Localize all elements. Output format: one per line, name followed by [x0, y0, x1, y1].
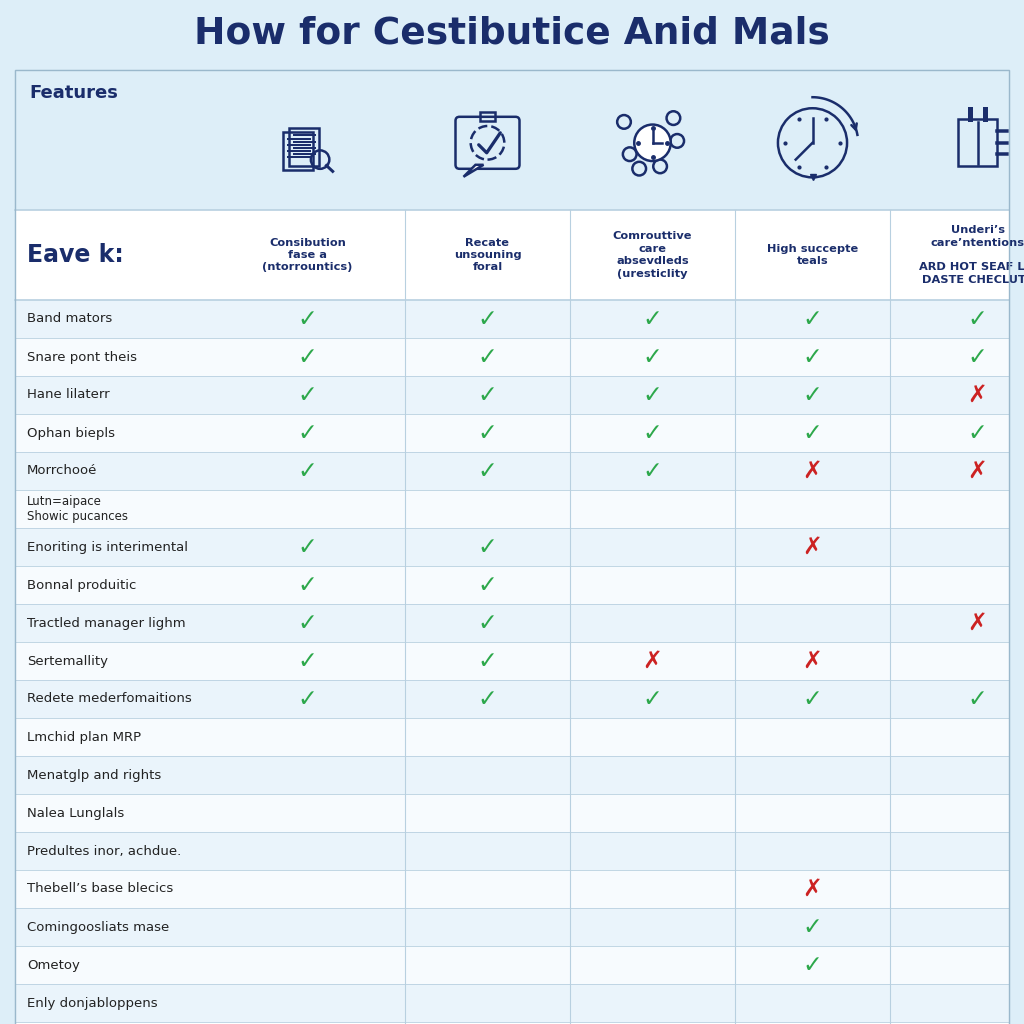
Bar — [15, 908, 1009, 946]
Text: ✓: ✓ — [477, 421, 498, 445]
Text: ✓: ✓ — [477, 687, 498, 711]
Bar — [0, 0, 1024, 70]
Bar — [15, 566, 1009, 604]
Text: ✓: ✓ — [298, 421, 317, 445]
Text: Hane lilaterr: Hane lilaterr — [27, 388, 110, 401]
Text: Sertemallity: Sertemallity — [27, 654, 108, 668]
Bar — [15, 452, 1009, 490]
Text: ✓: ✓ — [298, 573, 317, 597]
Bar — [15, 794, 1009, 831]
Text: ✗: ✗ — [968, 459, 987, 483]
Text: ✓: ✓ — [643, 687, 663, 711]
Text: ✓: ✓ — [968, 345, 987, 369]
Text: ✓: ✓ — [968, 687, 987, 711]
Text: Features: Features — [29, 84, 118, 102]
Text: ✓: ✓ — [477, 307, 498, 331]
Text: ✓: ✓ — [298, 649, 317, 673]
Text: ✗: ✗ — [643, 649, 663, 673]
Text: ✗: ✗ — [803, 535, 822, 559]
Bar — [15, 414, 1009, 452]
Text: ✓: ✓ — [477, 573, 498, 597]
Text: ✓: ✓ — [477, 649, 498, 673]
Text: ✓: ✓ — [298, 307, 317, 331]
Text: ✓: ✓ — [477, 535, 498, 559]
Text: Lutn=aipace
Showic pucances: Lutn=aipace Showic pucances — [27, 495, 128, 523]
Polygon shape — [464, 165, 483, 177]
Text: ✓: ✓ — [477, 345, 498, 369]
Text: ✓: ✓ — [477, 383, 498, 407]
Text: ✓: ✓ — [968, 421, 987, 445]
Text: ✓: ✓ — [803, 345, 822, 369]
Circle shape — [634, 125, 671, 161]
Text: Enoriting is interimental: Enoriting is interimental — [27, 541, 188, 554]
Text: How for Cestibutice Anid Mals: How for Cestibutice Anid Mals — [195, 15, 829, 51]
Text: ✓: ✓ — [477, 611, 498, 635]
Bar — [15, 70, 1009, 210]
Text: Lmchid plan MRP: Lmchid plan MRP — [27, 730, 141, 743]
Text: ✓: ✓ — [803, 915, 822, 939]
Text: ✗: ✗ — [968, 611, 987, 635]
Bar — [15, 718, 1009, 756]
Text: ✓: ✓ — [803, 953, 822, 977]
Bar — [15, 680, 1009, 718]
Text: ✓: ✓ — [803, 687, 822, 711]
Bar — [15, 338, 1009, 376]
Text: ✓: ✓ — [477, 459, 498, 483]
Text: Recate
unsouning
foral: Recate unsouning foral — [454, 238, 521, 272]
Text: Predultes inor, achdue.: Predultes inor, achdue. — [27, 845, 181, 857]
Bar — [15, 870, 1009, 908]
Text: High succepte
teals: High succepte teals — [767, 244, 858, 266]
Text: Thebell’s base blecics: Thebell’s base blecics — [27, 883, 173, 896]
Text: ✗: ✗ — [968, 383, 987, 407]
Text: ✓: ✓ — [298, 535, 317, 559]
Bar — [15, 210, 1009, 300]
Text: ✗: ✗ — [803, 459, 822, 483]
Text: Enly donjabloppens: Enly donjabloppens — [27, 996, 158, 1010]
Text: Ophan biepls: Ophan biepls — [27, 427, 115, 439]
Text: ✓: ✓ — [643, 345, 663, 369]
Text: ✓: ✓ — [298, 345, 317, 369]
Text: ✓: ✓ — [803, 383, 822, 407]
Text: ✓: ✓ — [803, 421, 822, 445]
Text: Morrchooé: Morrchooé — [27, 465, 97, 477]
Text: Ometoy: Ometoy — [27, 958, 80, 972]
Text: ✓: ✓ — [643, 383, 663, 407]
Text: ✓: ✓ — [298, 383, 317, 407]
Bar — [15, 642, 1009, 680]
Text: Tractled manager lighm: Tractled manager lighm — [27, 616, 185, 630]
Text: ✗: ✗ — [803, 877, 822, 901]
Text: Underi’s
care’ntentions

ARD HOT SEAF LIS
DASTE CHECLUTS: Underi’s care’ntentions ARD HOT SEAF LIS… — [919, 225, 1024, 285]
Text: ✓: ✓ — [298, 687, 317, 711]
Text: Snare pont theis: Snare pont theis — [27, 350, 137, 364]
Bar — [15, 756, 1009, 794]
Text: Consibution
fase a
(ntorrountics): Consibution fase a (ntorrountics) — [262, 238, 352, 272]
Text: Nalea Lunglals: Nalea Lunglals — [27, 807, 124, 819]
Bar — [15, 831, 1009, 870]
Text: Eave k:: Eave k: — [27, 243, 124, 267]
Bar — [15, 604, 1009, 642]
Text: ✓: ✓ — [298, 459, 317, 483]
Text: ✓: ✓ — [298, 611, 317, 635]
Text: ✓: ✓ — [643, 459, 663, 483]
Bar — [15, 376, 1009, 414]
FancyBboxPatch shape — [284, 132, 313, 170]
Text: ✓: ✓ — [968, 307, 987, 331]
Text: ✓: ✓ — [643, 421, 663, 445]
Text: ✓: ✓ — [803, 307, 822, 331]
Bar — [15, 528, 1009, 566]
Bar — [15, 490, 1009, 528]
Text: Comingoosliats mase: Comingoosliats mase — [27, 921, 169, 934]
Bar — [15, 946, 1009, 984]
Bar — [15, 984, 1009, 1022]
Text: ✗: ✗ — [803, 649, 822, 673]
Text: Bonnal produitic: Bonnal produitic — [27, 579, 136, 592]
Text: Band mators: Band mators — [27, 312, 113, 326]
Text: Redete mederfomaitions: Redete mederfomaitions — [27, 692, 191, 706]
Bar — [15, 300, 1009, 338]
Text: Comrouttive
care
absevdleds
(uresticlity: Comrouttive care absevdleds (uresticlity — [612, 231, 692, 279]
Text: Menatglp and rights: Menatglp and rights — [27, 768, 161, 781]
Text: ✓: ✓ — [643, 307, 663, 331]
